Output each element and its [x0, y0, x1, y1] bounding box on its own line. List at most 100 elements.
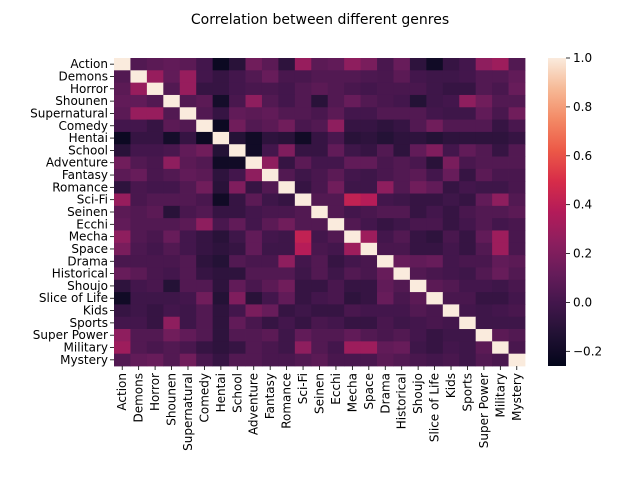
heatmap-cell-mecha-space — [360, 230, 378, 244]
x-tick-label: Historical — [395, 373, 409, 429]
heatmap-cell-kids-action — [114, 304, 131, 318]
heatmap-cell-supernatural-shounen — [163, 107, 181, 120]
heatmap-cell-sci-fi-military — [492, 193, 509, 207]
heatmap-cell-mecha-kids — [442, 230, 460, 244]
heatmap-cell-hentai-slice-of-life — [426, 131, 444, 145]
heatmap-cell-military-adventure — [245, 341, 263, 355]
heatmap-cell-shoujo-space — [360, 279, 378, 293]
heatmap-cell-romance-ecchi — [327, 181, 345, 194]
heatmap-cell-historical-shounen — [163, 267, 181, 281]
heatmap-cell-horror-sci-fi — [294, 82, 312, 96]
heatmap-cell-military-slice-of-life — [426, 341, 444, 355]
heatmap-cell-sci-fi-supernatural — [179, 193, 197, 207]
y-tick-label: Military — [64, 341, 108, 355]
heatmap-cell-historical-space — [360, 267, 378, 281]
heatmap-cell-slice-of-life-school — [229, 292, 246, 305]
heatmap-cell-shounen-space — [360, 94, 378, 108]
heatmap-cell-demons-mystery — [508, 70, 526, 84]
heatmap-cell-adventure-shounen — [163, 156, 181, 170]
heatmap-cell-supernatural-romance — [278, 107, 296, 120]
heatmap-cell-kids-romance — [278, 304, 296, 318]
heatmap-cell-shounen-hentai — [212, 94, 230, 108]
heatmap-cell-military-school — [229, 341, 246, 355]
heatmap-cell-demons-shounen — [163, 70, 181, 84]
x-tick-label: Drama — [378, 373, 392, 414]
x-tick-label: Seinen — [313, 373, 327, 414]
heatmap-cell-fantasy-supernatural — [179, 168, 197, 182]
heatmap-cell-space-hentai — [212, 242, 230, 256]
heatmap-cell-historical-historical — [393, 267, 411, 281]
heatmap-cell-hentai-sci-fi — [294, 131, 312, 145]
heatmap-cell-action-romance — [278, 58, 296, 71]
heatmap-cell-supernatural-hentai — [212, 107, 230, 120]
heatmap-cell-mystery-military — [492, 353, 509, 367]
heatmap-cell-kids-mystery — [508, 304, 526, 318]
heatmap-cell-romance-drama — [377, 181, 394, 194]
heatmap-cell-military-fantasy — [261, 341, 279, 355]
heatmap-cell-military-hentai — [212, 341, 230, 355]
heatmap-cell-hentai-space — [360, 131, 378, 145]
heatmap-cell-seinen-super-power — [475, 205, 493, 219]
heatmap-cell-super-power-action — [114, 329, 131, 342]
heatmap-cell-drama-military — [492, 255, 509, 268]
heatmap-cell-shoujo-seinen — [311, 279, 329, 293]
heatmap-cell-fantasy-hentai — [212, 168, 230, 182]
heatmap-cell-sci-fi-adventure — [245, 193, 263, 207]
chart-title: Correlation between different genres — [191, 12, 449, 28]
heatmap-cell-romance-supernatural — [179, 181, 197, 194]
heatmap-cell-demons-hentai — [212, 70, 230, 84]
heatmap-cell-space-romance — [278, 242, 296, 256]
heatmap-cell-shounen-shounen — [163, 94, 181, 108]
heatmap-cell-fantasy-romance — [278, 168, 296, 182]
heatmap-cell-shoujo-romance — [278, 279, 296, 293]
heatmap-cell-sci-fi-slice-of-life — [426, 193, 444, 207]
heatmap-cell-action-adventure — [245, 58, 263, 71]
heatmap-cell-school-school — [229, 144, 246, 157]
heatmap-cell-mecha-shounen — [163, 230, 181, 244]
heatmap-cell-fantasy-mystery — [508, 168, 526, 182]
heatmap-cell-mystery-space — [360, 353, 378, 367]
x-tick-label: Military — [493, 373, 507, 417]
heatmap-cell-military-space — [360, 341, 378, 355]
heatmap-cell-drama-space — [360, 255, 378, 268]
heatmap-cell-comedy-mystery — [508, 119, 526, 133]
heatmap-cell-supernatural-historical — [393, 107, 411, 120]
heatmap-cell-sci-fi-demons — [130, 193, 148, 207]
heatmap-cell-mystery-slice-of-life — [426, 353, 444, 367]
heatmap-cell-super-power-mecha — [344, 329, 361, 342]
heatmap-cell-slice-of-life-adventure — [245, 292, 263, 305]
heatmap-cell-hentai-ecchi — [327, 131, 345, 145]
colorbar-tick-label: 0.4 — [573, 198, 592, 212]
heatmap-cell-space-supernatural — [179, 242, 197, 256]
heatmap-cell-super-power-supernatural — [179, 329, 197, 342]
heatmap-cell-horror-romance — [278, 82, 296, 96]
heatmap-cell-shounen-kids — [442, 94, 460, 108]
heatmap-cell-comedy-military — [492, 119, 509, 133]
heatmap-cell-drama-romance — [278, 255, 296, 268]
y-tick-label: School — [68, 143, 108, 157]
heatmap-cell-drama-comedy — [196, 255, 214, 268]
heatmap-cell-adventure-adventure — [245, 156, 263, 170]
heatmap-cell-fantasy-demons — [130, 168, 148, 182]
heatmap-cell-ecchi-hentai — [212, 218, 230, 231]
heatmap-cell-mecha-historical — [393, 230, 411, 244]
heatmap-cell-shoujo-kids — [442, 279, 460, 293]
heatmap-cell-slice-of-life-mystery — [508, 292, 526, 305]
heatmap-cell-comedy-adventure — [245, 119, 263, 133]
heatmap-cell-sci-fi-ecchi — [327, 193, 345, 207]
heatmap-cell-sci-fi-seinen — [311, 193, 329, 207]
heatmap-cell-historical-seinen — [311, 267, 329, 281]
heatmap-cell-shounen-slice-of-life — [426, 94, 444, 108]
heatmap-cell-school-horror — [146, 144, 164, 157]
heatmap-cell-fantasy-seinen — [311, 168, 329, 182]
heatmap-cell-horror-hentai — [212, 82, 230, 96]
heatmap-cell-supernatural-action — [114, 107, 131, 120]
heatmap-cell-military-action — [114, 341, 131, 355]
heatmap-cell-historical-adventure — [245, 267, 263, 281]
heatmap-cell-shoujo-supernatural — [179, 279, 197, 293]
heatmap-cell-mecha-super-power — [475, 230, 493, 244]
heatmap-cell-school-mystery — [508, 144, 526, 157]
heatmap-cell-horror-ecchi — [327, 82, 345, 96]
heatmap-cell-supernatural-school — [229, 107, 246, 120]
heatmap-cell-drama-sci-fi — [294, 255, 312, 268]
